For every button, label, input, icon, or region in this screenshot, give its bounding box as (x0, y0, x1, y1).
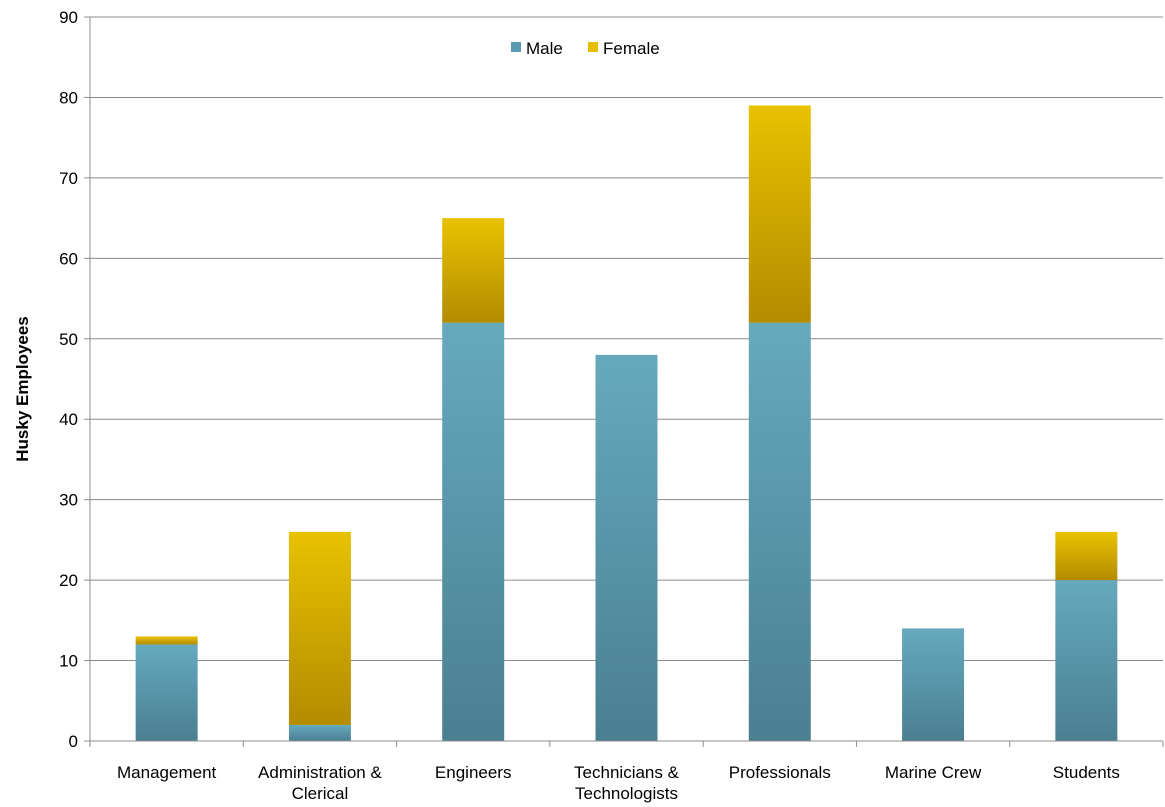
bars (135, 105, 1118, 741)
legend-label-male: Male (526, 39, 563, 58)
y-tick-label: 20 (59, 571, 78, 590)
y-tick-label: 0 (69, 732, 78, 751)
y-tick-label: 10 (59, 652, 78, 671)
x-category-label: Clerical (292, 784, 349, 803)
bar-female-0 (135, 636, 198, 645)
y-tick-label: 70 (59, 169, 78, 188)
y-tick-label: 90 (59, 8, 78, 27)
legend: Male Female (511, 39, 660, 58)
x-category-label: Administration & (258, 763, 382, 782)
x-category-label: Management (117, 763, 217, 782)
x-category-label: Marine Crew (885, 763, 982, 782)
gridlines (90, 16, 1163, 662)
bar-male-6 (1055, 580, 1118, 741)
bar-male-0 (135, 644, 198, 741)
y-tick-label: 40 (59, 410, 78, 429)
legend-swatch-male (511, 42, 521, 52)
bar-female-2 (442, 218, 505, 323)
x-category-label: Students (1053, 763, 1120, 782)
bar-male-3 (595, 354, 658, 741)
bar-female-1 (288, 531, 351, 725)
bar-male-5 (902, 628, 965, 741)
x-category-label: Technicians & (574, 763, 680, 782)
legend-swatch-female (588, 42, 598, 52)
bar-female-4 (748, 105, 811, 323)
x-category-label: Technologists (575, 784, 678, 803)
y-tick-label: 50 (59, 330, 78, 349)
y-axis-title: Husky Employees (13, 316, 32, 462)
bar-female-6 (1055, 531, 1118, 581)
bar-male-2 (442, 322, 505, 741)
axes: 0 10 20 30 40 50 60 70 80 90 Management Administrat… (59, 8, 1164, 803)
x-category-label: Engineers (435, 763, 512, 782)
x-category-label: Professionals (729, 763, 831, 782)
y-tick-label: 80 (59, 88, 78, 107)
legend-label-female: Female (603, 39, 660, 58)
y-tick-label: 60 (59, 249, 78, 268)
bar-male-4 (748, 322, 811, 741)
bar-male-1 (288, 724, 351, 741)
y-tick-label: 30 (59, 491, 78, 510)
